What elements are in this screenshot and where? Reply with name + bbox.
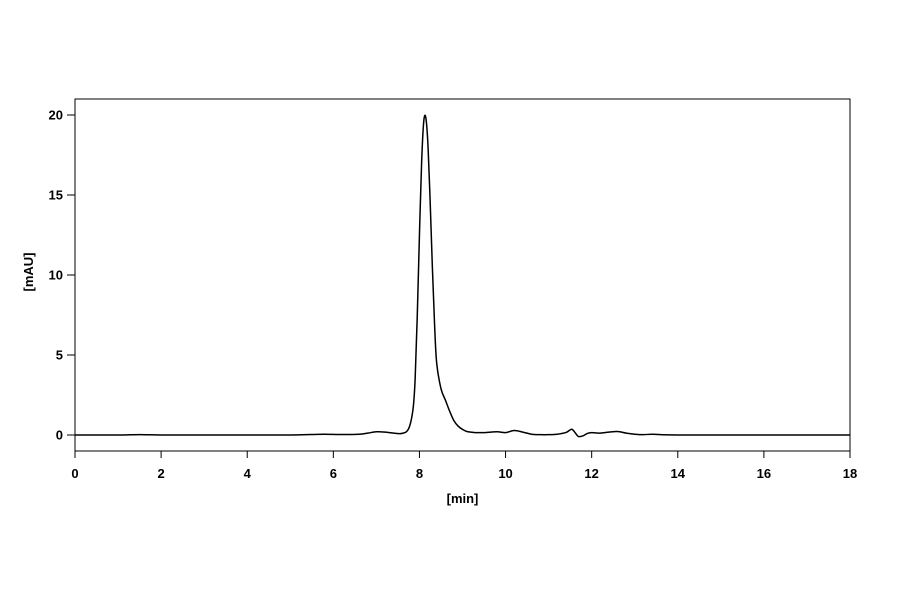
x-axis: 0 2 4 6 8 10 12 14 16 18	[71, 451, 857, 481]
x-tick-label: 6	[330, 466, 337, 481]
x-tick-label: 16	[757, 466, 771, 481]
y-tick-label: 15	[49, 188, 63, 203]
x-tick-label: 12	[584, 466, 598, 481]
y-tick-label: 20	[49, 108, 63, 123]
x-axis-title: [min]	[447, 491, 479, 506]
y-tick-label: 0	[56, 428, 63, 443]
y-tick-label: 10	[49, 268, 63, 283]
x-tick-label: 4	[244, 466, 252, 481]
x-tick-label: 0	[71, 466, 78, 481]
y-axis: 0 5 10 15 20	[49, 108, 75, 443]
x-tick-label: 14	[671, 466, 686, 481]
x-tick-label: 10	[498, 466, 512, 481]
x-tick-label: 2	[157, 466, 164, 481]
plot-area	[74, 98, 851, 452]
series-group	[74, 114, 850, 438]
x-tick-label: 8	[416, 466, 423, 481]
y-tick-label: 5	[56, 348, 63, 363]
plot-frame	[74, 98, 851, 452]
y-axis-title: [mAU]	[21, 253, 36, 292]
x-tick-label: 18	[843, 466, 857, 481]
series-line-0	[74, 114, 850, 438]
